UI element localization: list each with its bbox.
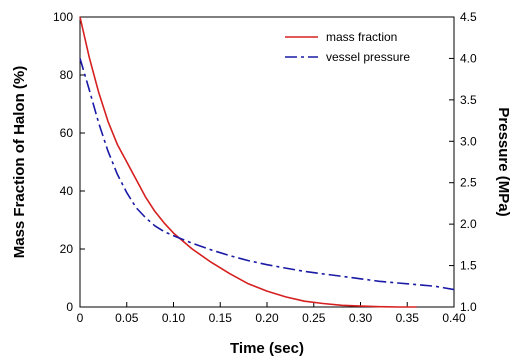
left-y-tick-label: 100 <box>53 10 73 24</box>
x-tick-label: 0.40 <box>442 311 466 325</box>
left-y-axis-title: Mass Fraction of Halon (%) <box>11 66 28 259</box>
right-y-tick-label: 2.5 <box>460 176 477 190</box>
left-y-tick-label: 80 <box>60 68 74 82</box>
x-tick-label: 0 <box>77 311 84 325</box>
right-y-tick-label: 4.5 <box>460 10 477 24</box>
series-lines <box>79 16 455 308</box>
legend-label-vessel-pressure: vessel pressure <box>326 50 410 64</box>
x-tick-label: 0.10 <box>162 311 186 325</box>
left-y-axis-ticks: 0 20 40 60 80 100 <box>53 10 85 314</box>
left-y-tick-label: 0 <box>66 300 73 314</box>
right-y-axis-title: Pressure (MPa) <box>495 107 512 216</box>
left-y-tick-label: 40 <box>60 184 74 198</box>
x-tick-label: 0.20 <box>255 311 279 325</box>
right-y-tick-label: 1.0 <box>460 300 477 314</box>
legend: mass fraction vessel pressure <box>285 30 410 64</box>
x-tick-label: 0.35 <box>396 311 420 325</box>
x-axis-ticks: 0 0.05 0.10 0.15 0.20 0.25 0.30 0.35 0.40 <box>77 302 466 325</box>
x-tick-label: 0.15 <box>209 311 233 325</box>
series-line-mass-fraction <box>79 16 417 308</box>
x-axis-title: Time (sec) <box>230 340 304 357</box>
x-tick-label: 0.25 <box>302 311 326 325</box>
right-y-tick-label: 1.5 <box>460 259 477 273</box>
series-line-vessel-pressure <box>79 58 455 291</box>
right-y-tick-label: 2.0 <box>460 217 477 231</box>
legend-label-mass-fraction: mass fraction <box>326 30 397 44</box>
right-y-tick-label: 4.0 <box>460 51 477 65</box>
right-y-axis-ticks: 1.0 1.5 2.0 2.5 3.0 3.5 4.0 4.5 <box>449 10 477 314</box>
right-y-tick-label: 3.0 <box>460 134 477 148</box>
x-tick-label: 0.05 <box>115 311 139 325</box>
right-y-tick-label: 3.5 <box>460 93 477 107</box>
left-y-tick-label: 60 <box>60 126 74 140</box>
x-tick-label: 0.30 <box>349 311 373 325</box>
left-y-tick-label: 20 <box>60 242 74 256</box>
